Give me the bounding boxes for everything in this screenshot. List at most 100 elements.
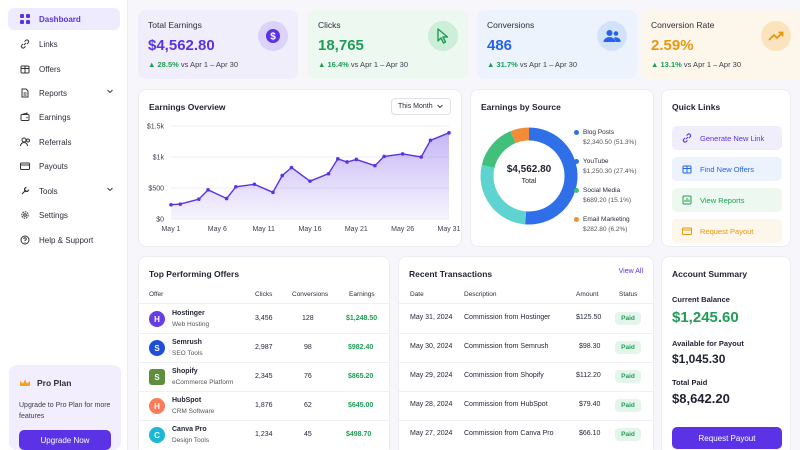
quick-link-label: View Reports: [700, 195, 745, 205]
change-percent: 16.4%: [327, 60, 349, 69]
sidebar-item-referrals[interactable]: Referrals: [8, 131, 120, 153]
donut-total-value: $4,562.80: [506, 164, 552, 175]
data-point: [234, 184, 238, 189]
sidebar-item-dashboard[interactable]: Dashboard: [8, 8, 120, 30]
offer-earnings: $498.70: [346, 431, 372, 438]
card-title: Top Performing Offers: [149, 269, 240, 279]
offer-conversions: 45: [304, 431, 312, 438]
data-point: [326, 171, 331, 176]
card-title: Account Summary: [672, 269, 748, 279]
sidebar: Dashboard Links Offers Reports Earnings …: [0, 0, 128, 450]
table-row[interactable]: C Canva Pro Design Tools 1,234 45 $498.7…: [139, 421, 389, 448]
view-all-link[interactable]: View All: [618, 268, 643, 275]
top-offers-card: Top Performing Offers Offer Clicks Conve…: [138, 256, 390, 450]
table-row[interactable]: May 29, 2024 Commission from Shopify $11…: [399, 363, 653, 390]
x-tick-label: May 16: [299, 226, 322, 233]
transaction-date: May 31, 2024: [410, 314, 453, 321]
data-point: [197, 197, 201, 201]
table-row[interactable]: S Semrush SEO Tools 2,987 98 $982.40: [139, 334, 389, 361]
earnings-overview-card: Earnings Overview This Month $0 $500 $1k $1…: [138, 89, 462, 247]
data-point: [373, 163, 377, 168]
x-tick-label: May 6: [208, 226, 227, 233]
table-row[interactable]: May 31, 2024 Commission from Hostinger $…: [399, 305, 653, 332]
sidebar-item-label: Earnings: [39, 112, 71, 122]
sidebar-item-label: Settings: [39, 210, 68, 220]
sidebar-item-earnings[interactable]: Earnings: [8, 106, 120, 128]
legend-value: $282.80 (6.2%): [583, 226, 628, 233]
sidebar-item-offers[interactable]: Offers: [8, 58, 120, 80]
offer-category: Web Hosting: [172, 321, 210, 328]
hostinger-logo-icon: H: [149, 311, 165, 327]
data-point: [169, 202, 173, 207]
view-reports-button[interactable]: View Reports: [672, 188, 782, 212]
sidebar-item-settings[interactable]: Settings: [8, 204, 120, 226]
transaction-date: May 28, 2024: [410, 401, 453, 408]
data-point: [336, 157, 340, 161]
table-row[interactable]: May 27, 2024 Commission from Canva Pro $…: [399, 421, 653, 448]
upgrade-button[interactable]: Upgrade Now: [19, 430, 111, 450]
link-icon: [18, 39, 32, 49]
sidebar-item-tools[interactable]: Tools: [8, 180, 120, 202]
stat-value: $4,562.80: [148, 37, 215, 54]
transaction-date: May 29, 2024: [410, 372, 453, 379]
legend-label: YouTube: [583, 158, 609, 165]
status-badge: Paid: [615, 312, 641, 325]
x-tick-label: May 26: [391, 226, 414, 233]
status-badge: Paid: [615, 428, 641, 441]
column-header: Status: [619, 291, 638, 298]
change-percent: 28.5%: [157, 60, 179, 69]
data-point: [345, 160, 349, 164]
stat-label: Clicks: [318, 20, 341, 30]
document-icon: [18, 88, 32, 98]
cursor-icon: [428, 21, 458, 51]
data-point: [280, 173, 284, 178]
transaction-amount: $66.10: [579, 430, 601, 437]
change-percent: 31.7%: [496, 60, 518, 69]
wrench-icon: [18, 186, 32, 196]
dollar-icon: $: [258, 21, 288, 51]
stat-value: 486: [487, 37, 513, 54]
donut-slice: [480, 164, 527, 225]
x-tick-label: May 1: [161, 226, 180, 233]
transaction-description: Commission from Hostinger: [464, 314, 551, 321]
offer-earnings: $982.40: [348, 344, 374, 351]
request-payout-button[interactable]: Request Payout: [672, 427, 782, 449]
legend-value: $2,340.50 (51.3%): [583, 139, 637, 146]
y-tick-label: $1.5k: [147, 124, 165, 131]
sidebar-item-links[interactable]: Links: [8, 33, 120, 55]
table-row[interactable]: May 28, 2024 Commission from HubSpot $79…: [399, 392, 653, 419]
legend-label: Blog Posts: [583, 129, 615, 136]
offer-clicks: 3,456: [255, 315, 273, 322]
sidebar-item-help[interactable]: Help & Support: [8, 229, 120, 251]
transaction-description: Commission from HubSpot: [464, 401, 548, 408]
column-header: Earnings: [349, 291, 375, 298]
request-payout-link-button[interactable]: Request Payout: [672, 219, 782, 243]
hubspot-logo-icon: H: [149, 398, 165, 414]
period-dropdown[interactable]: This Month: [391, 98, 451, 115]
table-row[interactable]: May 30, 2024 Commission from Semrush $98…: [399, 334, 653, 361]
table-row[interactable]: S Shopify eCommerce Platform 2,345 76 $8…: [139, 363, 389, 390]
find-offers-button[interactable]: Find New Offers: [672, 157, 782, 181]
offer-clicks: 1,876: [255, 402, 273, 409]
donut-slice: [510, 127, 530, 144]
table-row[interactable]: H HubSpot CRM Software 1,876 62 $645.00: [139, 392, 389, 419]
tag-icon: [18, 64, 32, 74]
offer-name: Canva Pro: [172, 426, 207, 433]
legend-item: Social Media $689.20 (15.1%): [574, 186, 631, 206]
divider: [139, 303, 389, 304]
table-row[interactable]: H Hostinger Web Hosting 3,456 128 $1,248…: [139, 305, 389, 332]
data-point: [252, 182, 257, 187]
sidebar-item-reports[interactable]: Reports: [8, 82, 120, 104]
chevron-down-icon: [106, 185, 114, 195]
chart-icon: [682, 195, 692, 205]
generate-link-button[interactable]: Generate New Link: [672, 126, 782, 150]
offer-name: HubSpot: [172, 397, 202, 404]
legend-label: Email Marketing: [583, 216, 630, 223]
data-point: [400, 152, 405, 156]
grid-icon: [18, 14, 32, 24]
offer-category: CRM Software: [172, 408, 215, 415]
data-point: [271, 190, 275, 195]
x-tick-label: May 21: [345, 226, 368, 233]
help-icon: [18, 235, 32, 245]
sidebar-item-payouts[interactable]: Payouts: [8, 155, 120, 177]
